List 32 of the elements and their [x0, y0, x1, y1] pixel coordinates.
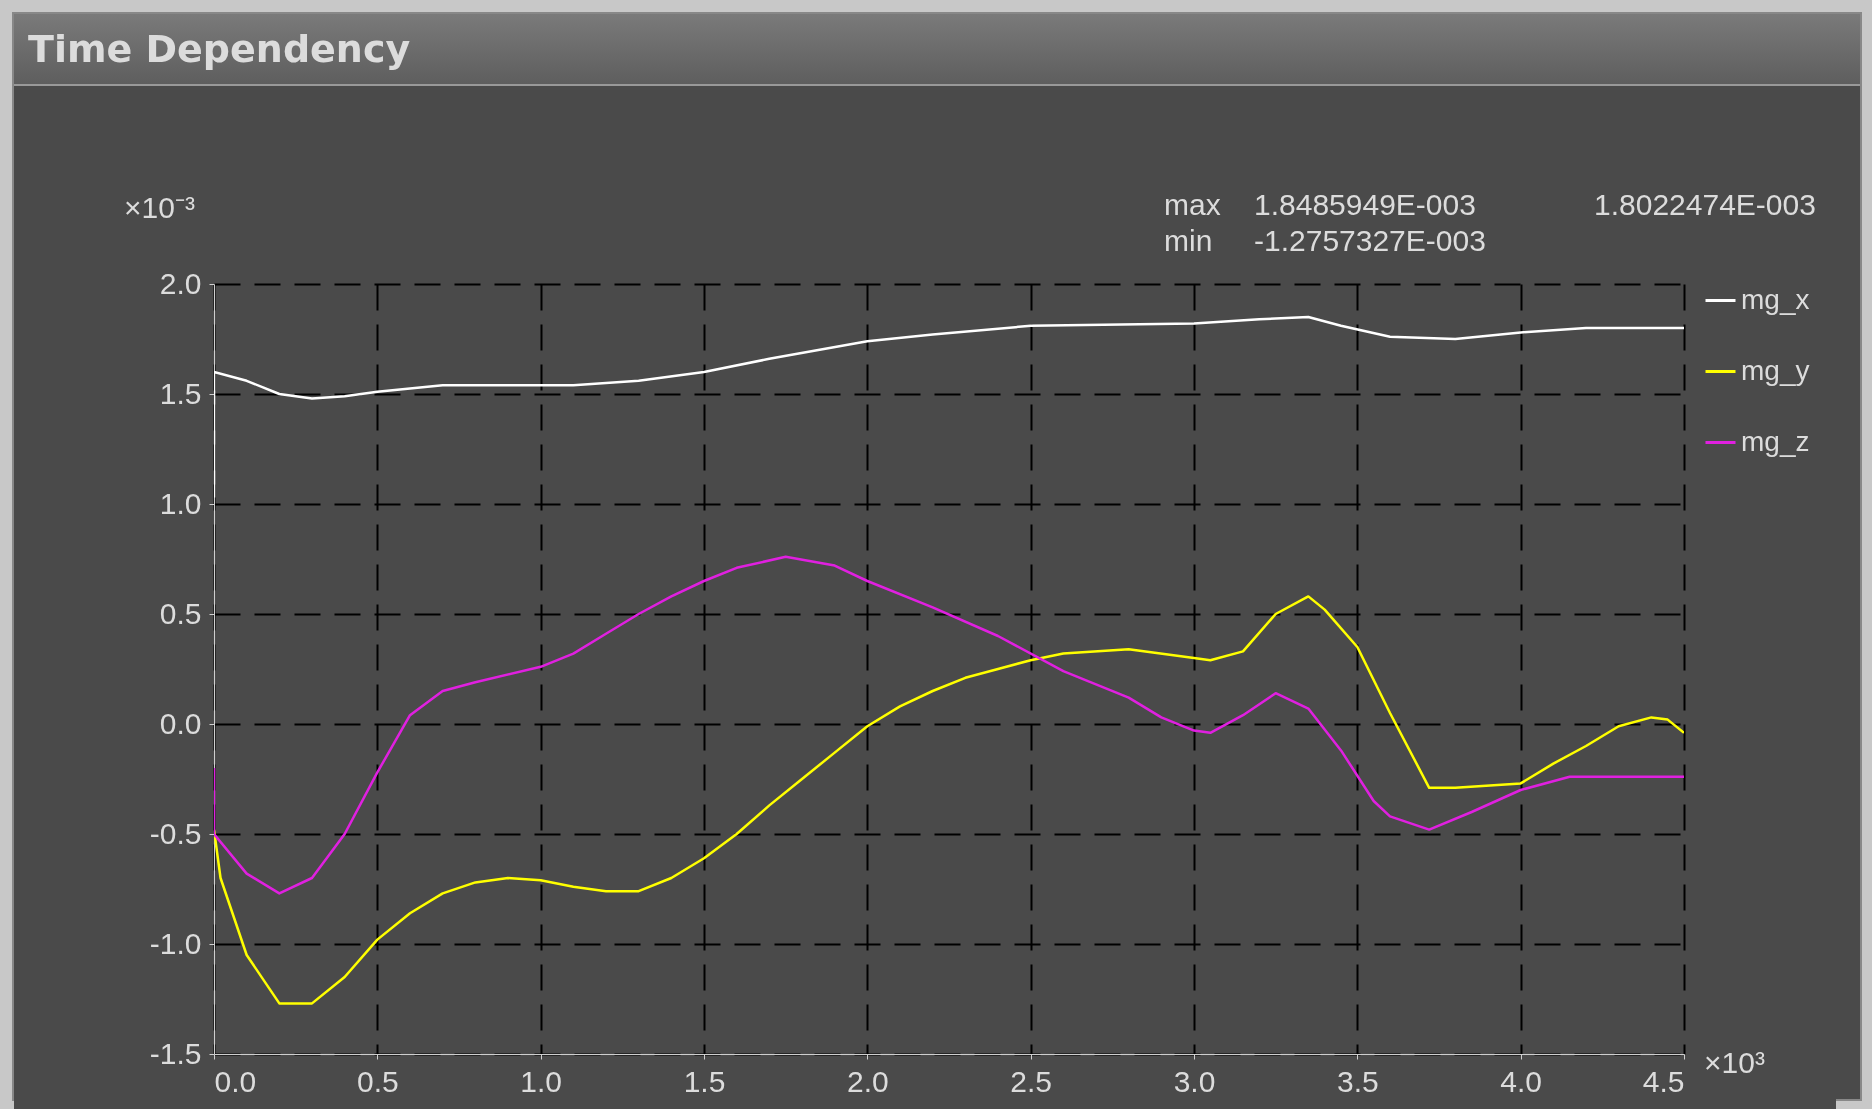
- x-tick-label: 3.5: [1336, 1064, 1379, 1098]
- x-tick-label: 0.0: [214, 1064, 257, 1098]
- chart-title: Time Dependency: [14, 14, 1860, 86]
- text: 1.8022474E-003: [1594, 188, 1816, 221]
- legend-label: mg_z: [1741, 425, 1810, 457]
- line-series: [214, 315, 1684, 499]
- line-series: [214, 595, 1684, 1005]
- text: 1.8485949E-003: [1254, 188, 1476, 221]
- x-tick-label: 2.5: [1010, 1064, 1053, 1098]
- x-tick-label: 2.0: [846, 1064, 889, 1098]
- text: max: [1164, 188, 1221, 221]
- y-tick-label: -1.0: [149, 926, 202, 960]
- y-tick-label: 2.0: [159, 266, 202, 300]
- x-tick-label: 0.5: [356, 1064, 399, 1098]
- y-tick-label: 1.0: [159, 486, 202, 520]
- y-tick-label: -1.5: [149, 1036, 202, 1070]
- x-tick-label: 4.5: [1642, 1064, 1685, 1098]
- y-tick-label: 0.5: [159, 596, 202, 630]
- y-tick-label: 0.0: [159, 706, 202, 740]
- y-tick-label: 1.5: [159, 376, 202, 410]
- text: ×10⁻³: [124, 191, 195, 224]
- text: min: [1164, 224, 1213, 257]
- x-tick-label: 1.0: [520, 1064, 563, 1098]
- line-series: [214, 555, 1684, 895]
- x-tick-label: 1.5: [683, 1064, 726, 1098]
- y-tick-label: -0.5: [149, 816, 202, 850]
- x-tick-label: 4.0: [1500, 1064, 1543, 1098]
- text: -1.2757327E-003: [1254, 224, 1486, 257]
- text: ×10³: [1704, 1046, 1765, 1079]
- legend-label: mg_x: [1741, 283, 1810, 315]
- legend-label: mg_y: [1741, 354, 1810, 386]
- x-tick-label: 3.0: [1173, 1064, 1216, 1098]
